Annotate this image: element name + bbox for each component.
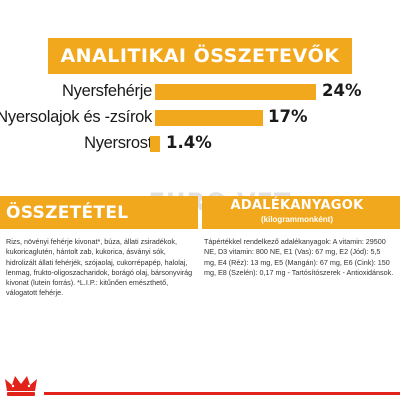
additives-subtitle: (kilogrammonként) [260,215,333,224]
nutrient-label: Nyersolajok és -zsírok [0,108,152,126]
additives-header: ADALÉKANYAGOK (kilogrammonként) [202,196,400,229]
nutrient-value: 1.4% [166,133,212,152]
analytical-constituents-banner: ANALITIKAI ÖSSZETEVŐK [48,38,352,74]
additives-text: Tápértékkel rendelkező adalékanyagok: A … [204,237,394,277]
royal-canin-crown-icon [5,376,37,396]
composition-text: Rizs, növényi fehérje kivonat*, búza, ál… [6,237,193,298]
nutrient-bar [155,110,263,126]
composition-title: ÖSSZETÉTEL [6,203,129,223]
composition-header: ÖSSZETÉTEL [0,196,198,229]
brand-line [44,392,400,395]
nutrient-bar [150,136,160,152]
nutrient-label: Nyersrost [84,134,152,152]
nutrient-label: Nyersfehérje [62,82,152,100]
nutrient-value: 17% [268,107,308,126]
nutrient-bar [155,84,316,100]
additives-title: ADALÉKANYAGOK [230,198,364,213]
nutrient-value: 24% [322,81,362,100]
banner-title: ANALITIKAI ÖSSZETEVŐK [60,45,340,67]
